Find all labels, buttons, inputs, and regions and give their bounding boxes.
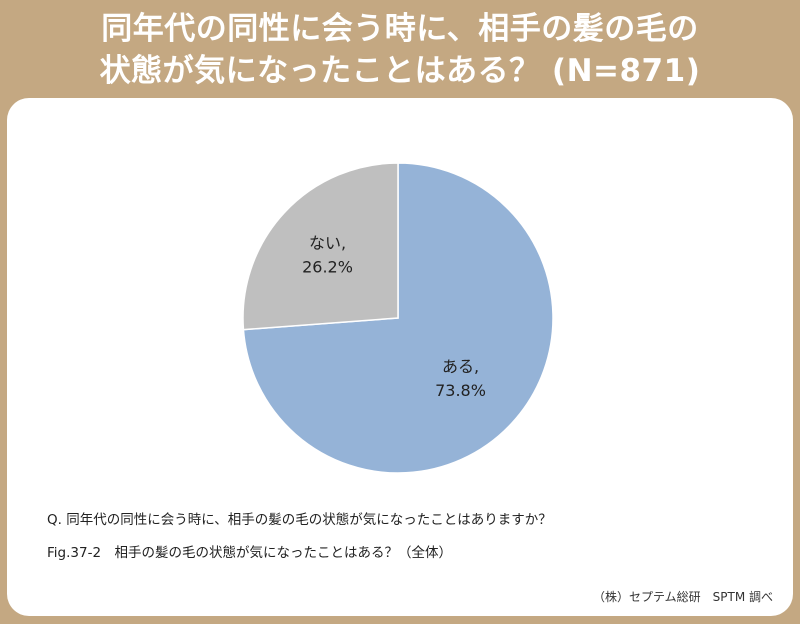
pie-label-aru: ある, 73.8% [435,357,486,400]
question-text: Q. 同年代の同性に会う時に、相手の髪の毛の状態が気になったことはありますか？ [47,512,552,528]
figure-caption: Fig.37-2 相手の髪の毛の状態が気になったことはある？（全体） [47,545,453,561]
pie-slice-nai [242,162,399,331]
title-line-2: 状態が気になったことはある？ (N=871) [99,53,701,89]
source-credit: （株）セプテム総研 SPTM 調べ [593,590,773,604]
chart-title: 同年代の同性に会う時に、相手の髪の毛の 状態が気になったことはある？ (N=87… [0,0,800,100]
title-line-1: 同年代の同性に会う時に、相手の髪の毛の [101,11,699,47]
pie-label-nai: ない, 26.2% [302,234,353,277]
pie-chart: ある, 73.8% ない, 26.2% [242,162,554,474]
chart-panel: ある, 73.8% ない, 26.2% Q. 同年代の同性に会う時に、相手の髪の毛の状… [7,98,793,616]
